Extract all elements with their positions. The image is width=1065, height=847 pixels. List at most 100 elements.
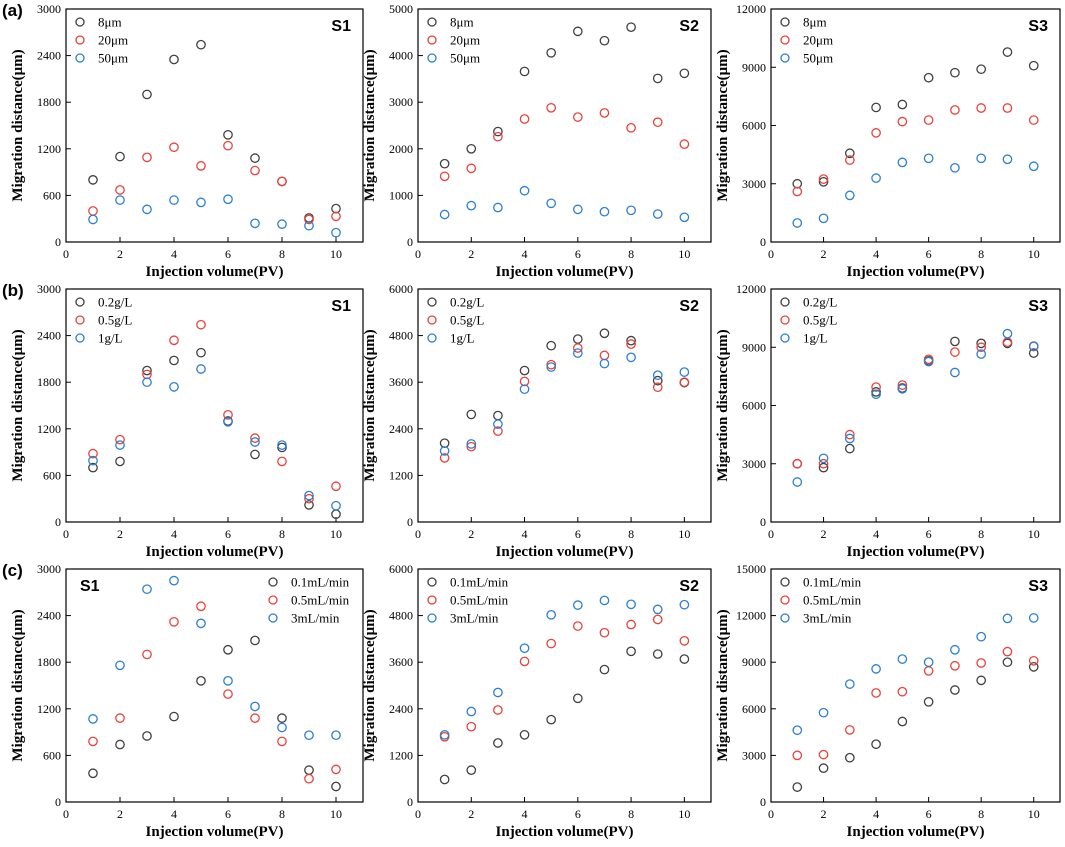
chart-panel-a-S2: 0 2 4 6 8 10 0 1000 2000 3000 4000 5000 Injection vo… xyxy=(362,2,712,280)
x-tick-label: 8 xyxy=(279,527,285,541)
x-tick-label: 0 xyxy=(415,527,421,541)
y-axis-label: Migration distance(μm) xyxy=(10,609,26,761)
data-point xyxy=(304,490,314,501)
data-point xyxy=(1002,646,1013,657)
plot-frame xyxy=(65,288,364,523)
chart-panel-b-S3: 0 2 4 6 8 10 0 3000 6000 9000 12000 Injection volum… xyxy=(715,282,1061,560)
panel-title: S2 xyxy=(679,298,699,315)
y-tick-label: 2400 xyxy=(389,702,413,716)
x-axis-label: Injection volume(PV) xyxy=(496,544,634,560)
series-0.5g/L xyxy=(88,319,341,504)
data-point xyxy=(572,621,583,631)
data-point xyxy=(897,116,908,127)
data-point xyxy=(792,458,803,469)
data-point xyxy=(950,644,960,655)
data-point xyxy=(277,736,287,747)
data-point xyxy=(871,128,881,138)
legend-label: 0.1mL/min xyxy=(450,575,509,590)
legend-label: 8μm xyxy=(98,15,122,30)
x-axis-label: Injection volume(PV) xyxy=(146,264,284,280)
x-tick-label: 2 xyxy=(468,247,474,261)
data-point xyxy=(250,165,260,176)
data-point xyxy=(1028,348,1039,358)
legend-label: 0.1mL/min xyxy=(803,575,862,590)
data-point xyxy=(626,646,636,657)
panel-title: S3 xyxy=(1028,578,1048,595)
data-point xyxy=(844,725,855,735)
data-point xyxy=(572,348,583,358)
series-0.5g/L xyxy=(792,337,1039,469)
plot-frame xyxy=(65,568,364,803)
data-point xyxy=(599,328,610,339)
data-point xyxy=(818,462,829,473)
y-tick-label: 3000 xyxy=(742,748,766,762)
data-point xyxy=(679,635,690,646)
data-point xyxy=(844,679,855,689)
x-axis-label: Injection volume(PV) xyxy=(847,264,985,280)
x-tick-label: 2 xyxy=(821,807,827,821)
series-0.1mL/min xyxy=(792,657,1039,792)
y-tick-label: 6000 xyxy=(742,119,766,133)
data-point xyxy=(115,440,125,450)
y-tick-label: 3000 xyxy=(37,282,61,296)
data-point xyxy=(250,218,260,229)
data-point xyxy=(923,657,934,668)
data-point xyxy=(223,644,233,655)
legend-marker xyxy=(780,17,790,27)
data-point xyxy=(626,122,636,133)
y-tick-label: 1200 xyxy=(389,468,413,482)
data-point xyxy=(599,35,610,46)
legend-label: 0.5g/L xyxy=(98,313,132,328)
data-point xyxy=(652,375,663,386)
y-tick-label: 1000 xyxy=(389,188,413,202)
y-tick-label: 3000 xyxy=(389,95,413,109)
data-point xyxy=(142,584,152,595)
y-tick-label: 3600 xyxy=(389,375,413,389)
data-point xyxy=(439,774,450,785)
x-tick-label: 4 xyxy=(873,807,879,821)
data-point xyxy=(792,782,803,792)
data-point xyxy=(331,764,341,775)
y-tick-label: 2400 xyxy=(37,609,61,623)
legend-label: 20μm xyxy=(803,33,833,48)
data-point xyxy=(626,352,636,363)
data-point xyxy=(976,349,987,359)
data-point xyxy=(844,443,855,454)
x-tick-label: 8 xyxy=(978,807,984,821)
data-point xyxy=(792,725,803,736)
legend-label: 50μm xyxy=(450,51,480,66)
y-tick-label: 1200 xyxy=(37,142,61,156)
data-point xyxy=(679,599,690,610)
data-point xyxy=(679,367,690,377)
data-point xyxy=(599,664,610,675)
y-tick-label: 600 xyxy=(43,748,61,762)
legend: 8μm 20μm 50μm xyxy=(75,15,128,66)
y-axis-label: Migration distance(μm) xyxy=(10,49,26,201)
data-point xyxy=(439,453,450,463)
y-axis-label: Migration distance(μm) xyxy=(10,329,26,481)
data-point xyxy=(976,153,987,164)
data-point xyxy=(818,213,829,224)
data-point xyxy=(818,763,829,773)
legend: 8μm 20μm 50μm xyxy=(427,15,480,66)
data-point xyxy=(142,204,152,215)
data-point xyxy=(115,195,125,205)
x-tick-label: 4 xyxy=(171,807,177,821)
data-point xyxy=(493,426,503,436)
x-tick-label: 6 xyxy=(225,527,231,541)
data-point xyxy=(599,108,610,118)
x-tick-label: 8 xyxy=(628,527,634,541)
data-point xyxy=(652,209,663,219)
y-tick-label: 1800 xyxy=(37,95,61,109)
y-tick-label: 9000 xyxy=(742,655,766,669)
data-point xyxy=(493,126,503,137)
data-point xyxy=(679,654,690,664)
legend-marker xyxy=(780,53,790,63)
data-point xyxy=(466,765,477,776)
series-20μm xyxy=(439,102,690,182)
x-tick-label: 2 xyxy=(117,527,123,541)
data-point xyxy=(466,439,477,449)
x-tick-label: 10 xyxy=(330,527,342,541)
data-point xyxy=(626,619,636,630)
